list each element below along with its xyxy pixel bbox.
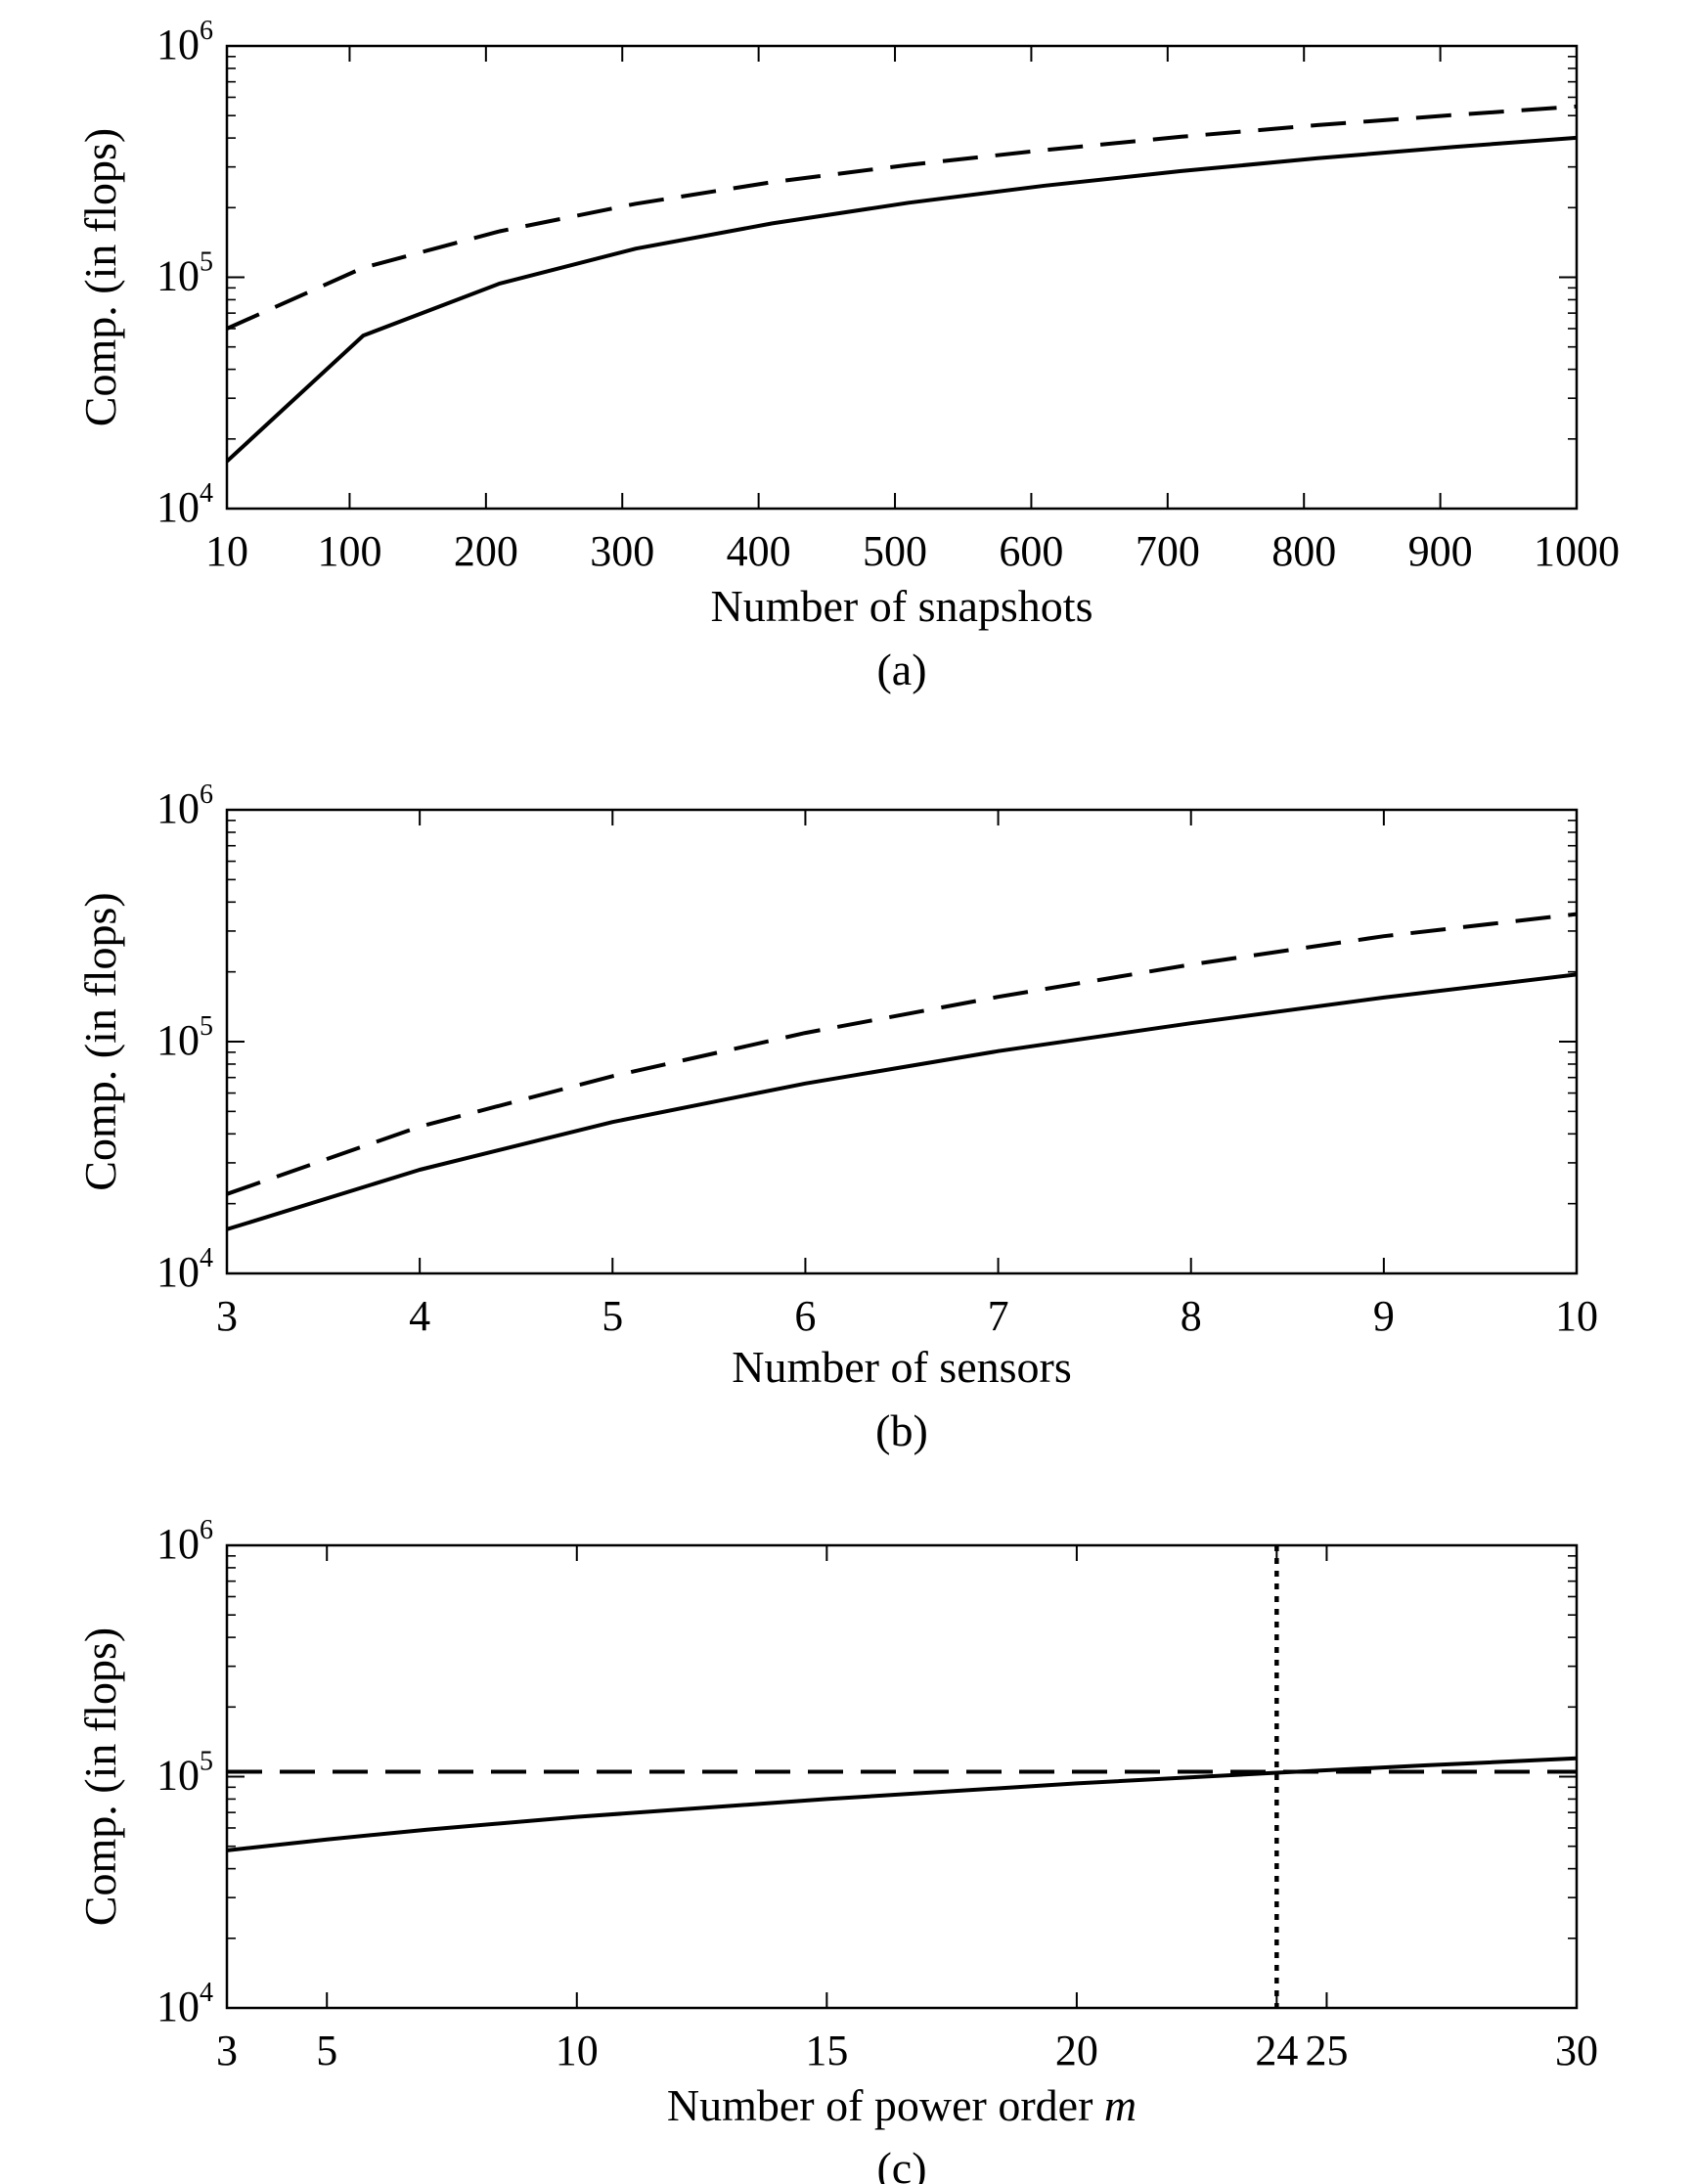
series-line-solid <box>227 135 1577 464</box>
y-tick-exponent: 5 <box>200 1011 213 1042</box>
y-tick-base: 10 <box>156 1752 200 1800</box>
y-tick-base: 10 <box>156 1520 200 1568</box>
y-tick-exponent: 6 <box>200 16 213 46</box>
x-tick-label: 800 <box>1271 527 1336 575</box>
x-tick-label: 9 <box>1373 1292 1395 1340</box>
x-tick-label: 15 <box>805 2027 848 2074</box>
y-tick-label: 105 <box>156 1747 213 1800</box>
y-tick-base: 10 <box>156 483 200 531</box>
x-axis-label: Number of snapshots <box>711 581 1093 631</box>
series-line-dashed <box>227 104 1577 331</box>
y-tick-label: 106 <box>156 780 213 832</box>
x-tick-label: 10 <box>1555 1292 1598 1340</box>
y-axis-label: Comp. (in flops) <box>75 128 125 426</box>
x-tick-label: 6 <box>794 1292 816 1340</box>
y-tick-label: 105 <box>156 247 213 300</box>
series-line-dashed <box>227 912 1577 1196</box>
y-tick-exponent: 6 <box>200 1515 213 1545</box>
x-tick-label: 10 <box>205 527 248 575</box>
y-tick-label: 104 <box>156 478 213 531</box>
x-tick-label: 3 <box>216 1292 238 1340</box>
y-tick-label: 106 <box>156 1515 213 1568</box>
x-tick-label: 20 <box>1055 2027 1098 2074</box>
y-tick-label: 104 <box>156 1978 213 2030</box>
x-tick-label: 30 <box>1555 2027 1598 2074</box>
x-tick-label: 5 <box>602 1292 623 1340</box>
y-tick-exponent: 4 <box>200 1978 213 2008</box>
y-tick-exponent: 6 <box>200 780 213 810</box>
y-tick-base: 10 <box>156 784 200 832</box>
x-tick-label: 700 <box>1136 527 1200 575</box>
x-tick-label: 24 <box>1255 2027 1298 2074</box>
y-tick-exponent: 4 <box>200 478 213 509</box>
plot-frame <box>225 1543 1579 2010</box>
y-tick-exponent: 5 <box>200 1747 213 1777</box>
y-tick-base: 10 <box>156 1983 200 2030</box>
x-tick-label: 10 <box>556 2027 599 2074</box>
x-tick-label: 7 <box>988 1292 1009 1340</box>
y-tick-base: 10 <box>156 21 200 68</box>
x-tick-label: 500 <box>863 527 927 575</box>
y-tick-label: 106 <box>156 16 213 68</box>
series-line-solid <box>227 972 1577 1231</box>
x-tick-label: 1000 <box>1534 527 1620 575</box>
series-group <box>227 104 1577 464</box>
series-group <box>227 912 1577 1231</box>
y-tick-base: 10 <box>156 1248 200 1296</box>
y-axis-label: Comp. (in flops) <box>75 892 125 1190</box>
x-tick-label: 300 <box>590 527 654 575</box>
x-axis-label-variable: m <box>1104 2080 1137 2130</box>
x-axis-label: Number of power order m <box>667 2080 1137 2130</box>
y-tick-exponent: 4 <box>200 1243 213 1273</box>
y-axis-label: Comp. (in flops) <box>75 1627 125 1926</box>
x-axis-label-text: Number of power order <box>667 2080 1104 2130</box>
y-tick-label: 105 <box>156 1011 213 1064</box>
x-tick-label: 25 <box>1305 2027 1348 2074</box>
x-tick-label: 600 <box>999 527 1063 575</box>
y-tick-base: 10 <box>156 252 200 300</box>
x-tick-label: 3 <box>216 2027 238 2074</box>
panel-caption: (c) <box>876 2143 926 2184</box>
x-axis-label: Number of sensors <box>732 1342 1072 1392</box>
x-tick-label: 4 <box>409 1292 430 1340</box>
y-tick-base: 10 <box>156 1016 200 1064</box>
x-tick-label: 100 <box>317 527 381 575</box>
x-tick-label: 900 <box>1408 527 1473 575</box>
series-group <box>227 1756 1577 1852</box>
series-line-solid <box>227 1756 1577 1852</box>
panel-caption: (b) <box>875 1405 928 1455</box>
y-tick-label: 104 <box>156 1243 213 1296</box>
plot-frame <box>225 44 1579 511</box>
x-tick-label: 200 <box>454 527 518 575</box>
x-tick-label: 8 <box>1181 1292 1202 1340</box>
x-tick-label: 400 <box>727 527 791 575</box>
y-tick-exponent: 5 <box>200 247 213 278</box>
panel-caption: (a) <box>876 645 926 694</box>
panel-a: 10 100 200 300 400 500 600 700 800 900 10001041051… <box>75 16 1620 694</box>
plot-frame <box>225 808 1579 1275</box>
x-tick-label: 5 <box>316 2027 337 2074</box>
